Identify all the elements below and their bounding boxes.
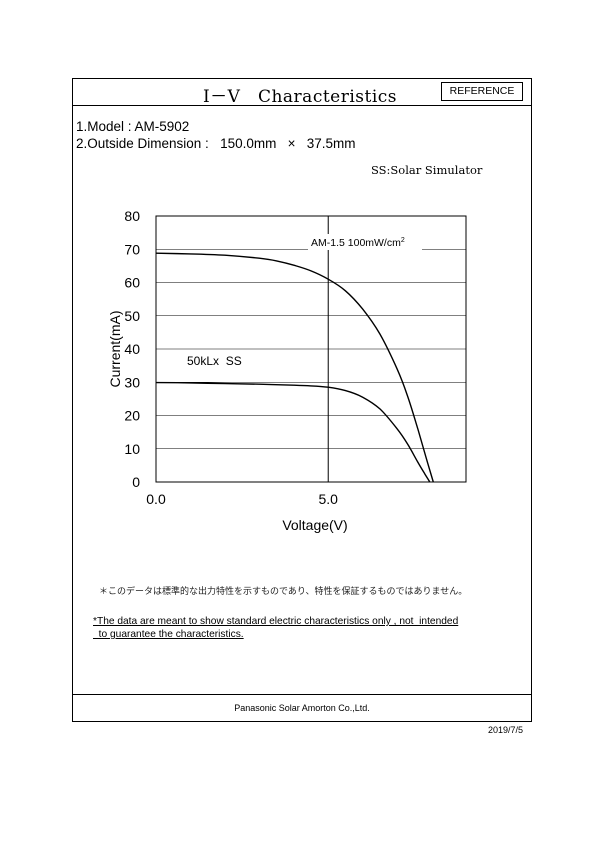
- series-label-am15-text: AM-1.5 100mW/cm: [311, 237, 401, 249]
- document-date: 2019/7/5: [488, 725, 524, 735]
- y-tick-label-70: 70: [124, 241, 140, 257]
- solar-simulator-note: SS:Solar Simulator: [371, 163, 483, 177]
- page-title: Ⅰ－Ⅴ Characteristics: [202, 87, 398, 107]
- japanese-disclaimer: ＊このデータは標準的な出力特性を示すものであり、特性を保証するものではありません…: [99, 586, 468, 596]
- y-tick-label-80: 80: [124, 208, 140, 224]
- y-tick-label-20: 20: [124, 408, 140, 424]
- company-name: Panasonic Solar Amorton Co.,Ltd.: [234, 703, 370, 713]
- document-frame: [72, 78, 532, 722]
- grid-lines: [156, 248, 466, 450]
- header-divider: [72, 105, 532, 106]
- series-label-am15: AM-1.5 100mW/cm2: [308, 234, 422, 250]
- series-line-0: [155, 252, 434, 483]
- series-label-am15-bg: [308, 234, 422, 250]
- plot-area-border: [155, 215, 467, 483]
- y-tick-label-0: 0: [132, 474, 140, 490]
- x-axis-label: Voltage(V): [282, 517, 347, 533]
- english-disclaimer-line1: *The data are meant to show standard ele…: [93, 616, 459, 627]
- footer-divider: [72, 694, 532, 695]
- x-tick-label-0: 0.0: [146, 491, 166, 507]
- y-tick-label-30: 30: [124, 374, 140, 390]
- svg-text:AM-1.5 100mW/cm2: AM-1.5 100mW/cm2: [311, 237, 405, 249]
- y-tick-label-50: 50: [124, 308, 140, 324]
- dimension-line: 2.Outside Dimension : 150.0mm × 37.5mm: [76, 136, 356, 151]
- y-axis-label: Current(mA): [107, 310, 123, 387]
- y-tick-label-60: 60: [124, 275, 140, 291]
- model-line: 1.Model : AM-5902: [76, 119, 190, 134]
- y-tick-label-10: 10: [124, 441, 140, 457]
- series-label-am15-sup: 2: [401, 237, 405, 244]
- x-tick-label-5: 5.0: [318, 491, 338, 507]
- reference-badge: REFERENCE: [441, 82, 523, 101]
- english-disclaimer-line2: to guarantee the characteristics.: [93, 629, 244, 640]
- english-disclaimer: *The data are meant to show standard ele…: [93, 615, 458, 641]
- series-label-50klx: 50kLx SS: [187, 354, 242, 368]
- series-line-1: [155, 381, 431, 483]
- y-tick-label-40: 40: [124, 341, 140, 357]
